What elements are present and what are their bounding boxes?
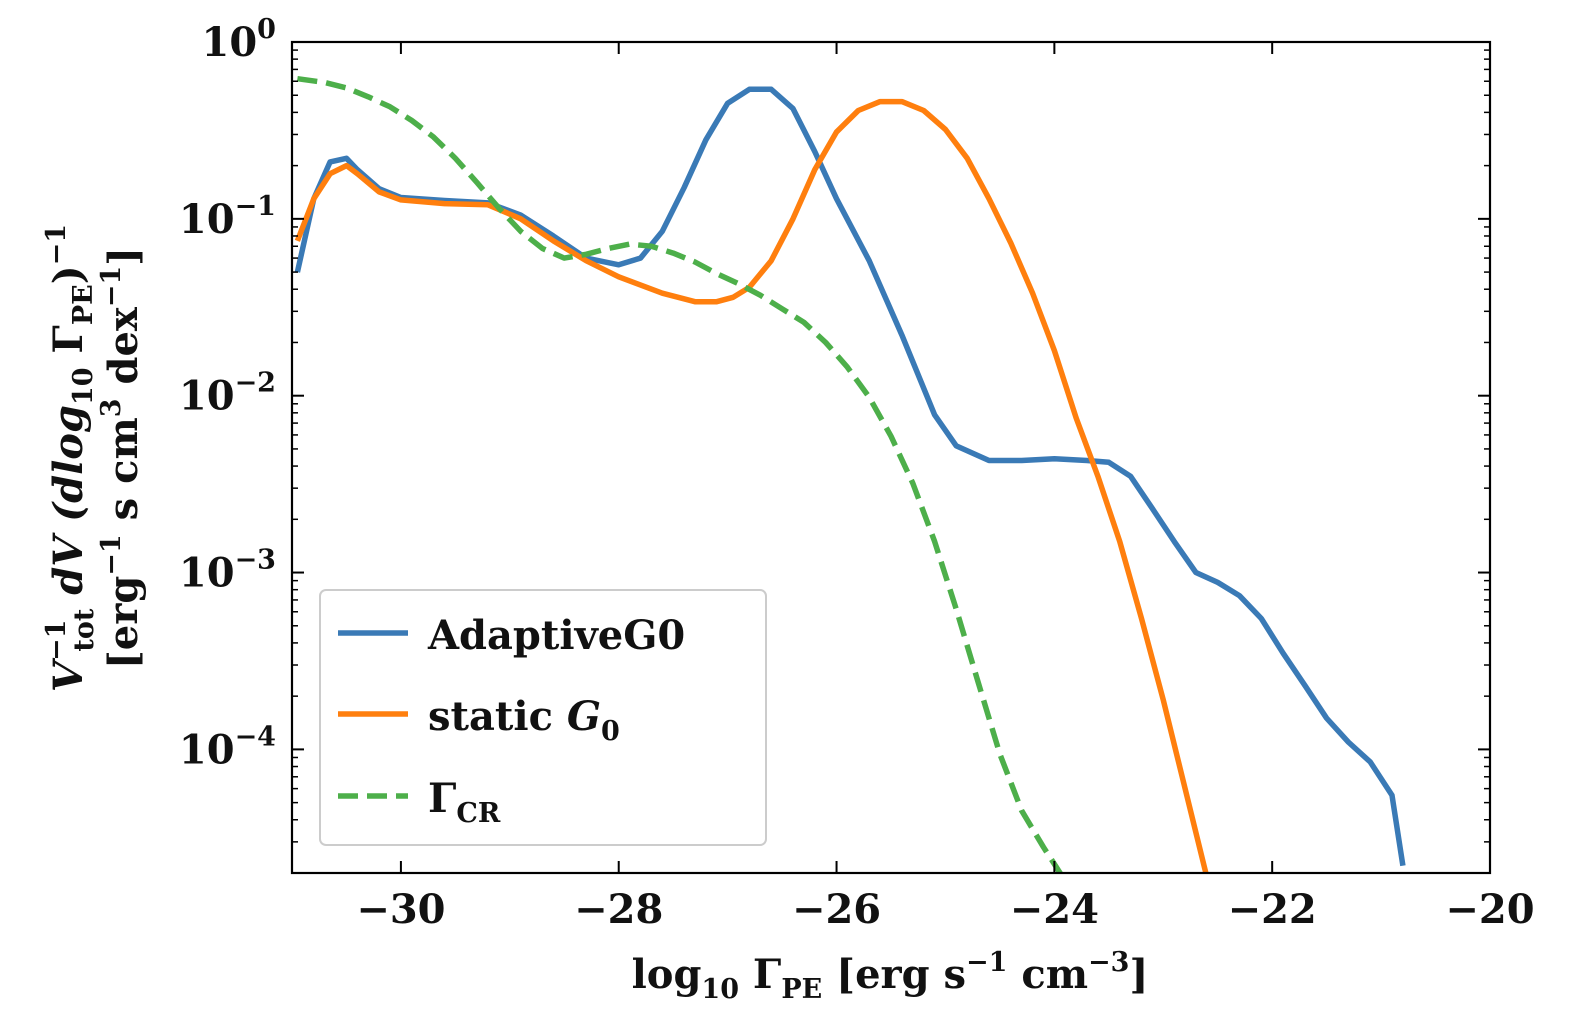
y-tick-label: 10−2: [179, 368, 276, 420]
series-layer: [294, 75, 1406, 873]
x-tick-label: −24: [1010, 886, 1099, 933]
legend-label-adaptiveg0: AdaptiveG0: [427, 612, 685, 659]
y-tick-label: 10−3: [179, 545, 276, 597]
legend-box: [319, 589, 767, 846]
x-axis-title: log10 ΓPE [erg s−1 cm−3]: [632, 947, 1149, 1005]
legend-label-static-g0: static G0: [428, 693, 620, 747]
y-tick-label: 100: [202, 14, 276, 66]
x-tick-label: −20: [1445, 886, 1534, 933]
series-line-1: [294, 98, 1209, 873]
legend: AdaptiveG0 static G0 ΓCR: [319, 589, 767, 846]
x-tick-label: −28: [574, 886, 663, 933]
x-tick-label: −22: [1228, 886, 1317, 933]
y-axis-title-line1: V−1tot dV (dlog10 ΓPE)−1: [41, 224, 100, 692]
y-tick-label: 10−1: [179, 191, 276, 243]
y-axis-title-line2: [erg−1 s cm3 dex−1]: [96, 247, 147, 669]
x-tick-label: −30: [356, 886, 445, 933]
legend-label-gamma-cr: ΓCR: [428, 775, 501, 829]
ticks-layer: −30 −28 −26 −24 −22 −20 100 10−1 10−2 10−3 10−4: [179, 14, 1535, 933]
plot-frame: [290, 40, 1492, 875]
y-axis-title: V−1tot dV (dlog10 ΓPE)−1 [erg−1 s cm3 de…: [41, 224, 147, 692]
y-tick-label: 10−4: [179, 721, 276, 773]
series-line-2: [297, 75, 1064, 873]
x-tick-label: −26: [792, 886, 881, 933]
